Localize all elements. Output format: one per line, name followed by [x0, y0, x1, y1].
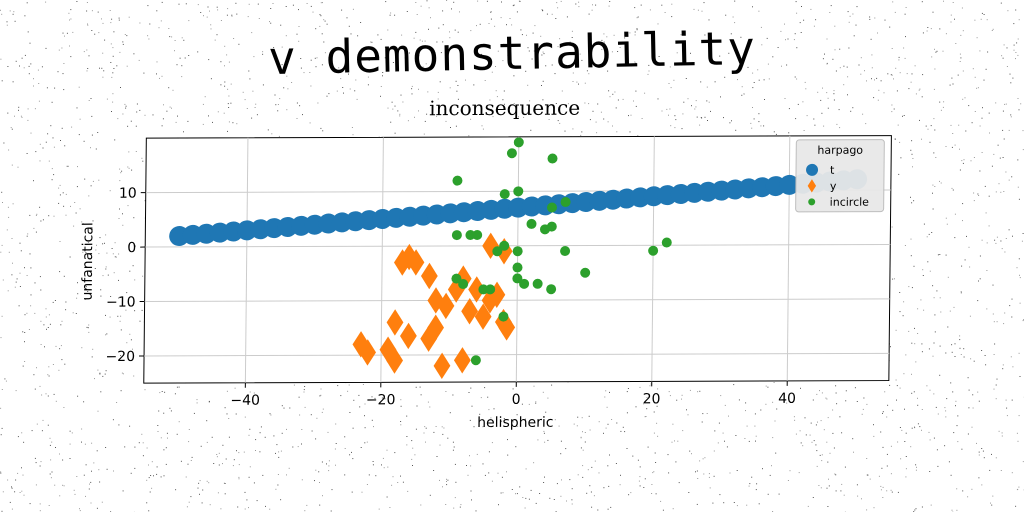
- data-point-y: [461, 298, 479, 325]
- data-point-incircle: [546, 202, 557, 213]
- data-point-y: [453, 347, 471, 374]
- data-point-incircle: [519, 278, 530, 289]
- data-point-incircle: [458, 279, 469, 290]
- y-grid-line: [145, 243, 891, 248]
- data-point-incircle: [560, 246, 571, 257]
- y-axis-label: unfanatical: [80, 222, 97, 300]
- series-incircle: [451, 137, 672, 366]
- legend-marker-incircle: [808, 198, 816, 206]
- x-grid-line: [380, 137, 384, 383]
- data-point-incircle: [661, 237, 672, 248]
- legend-box: [795, 139, 885, 213]
- data-point-incircle: [451, 230, 462, 241]
- data-point-incircle: [499, 189, 510, 200]
- scatter-chart: −40 −20 0 20 40 −20 −10 0 10 inconsequence helis…: [80, 96, 892, 431]
- data-point-incircle: [499, 240, 510, 251]
- data-point-y: [359, 339, 377, 366]
- legend-marker-t: [806, 163, 819, 176]
- data-point-y: [433, 352, 451, 379]
- chart-title: inconsequence: [429, 96, 580, 121]
- data-point-incircle: [580, 267, 591, 278]
- data-point-incircle: [492, 246, 503, 257]
- y-tick-label: 0: [127, 240, 136, 256]
- data-point-y: [488, 281, 506, 309]
- data-point-y: [386, 347, 404, 374]
- data-point-incircle: [512, 273, 523, 284]
- x-tick-label: 40: [778, 391, 796, 407]
- data-point-y: [400, 243, 418, 271]
- data-point-incircle: [512, 246, 523, 257]
- data-point-incircle: [546, 284, 557, 295]
- data-point-incircle: [526, 218, 537, 229]
- data-point-y: [386, 309, 404, 336]
- x-grid-line: [651, 136, 655, 382]
- data-point-y: [420, 262, 438, 290]
- x-grid-line: [244, 137, 249, 383]
- data-point-incircle: [532, 278, 543, 289]
- data-point-y: [352, 331, 370, 358]
- data-point-incircle: [506, 148, 517, 159]
- y-grid-line: [144, 352, 890, 357]
- legend-label-y: y: [830, 180, 837, 193]
- data-point-y: [400, 322, 417, 350]
- y-tick-label: −20: [105, 349, 135, 365]
- y-tick-label: 10: [119, 186, 137, 202]
- data-point-y: [407, 249, 425, 276]
- chart-container: −40 −20 0 20 40 −20 −10 0 10 inconsequence helis…: [58, 94, 902, 442]
- data-point-incircle: [512, 262, 523, 273]
- x-grid-line: [515, 136, 520, 382]
- x-tick-label: 20: [643, 391, 661, 407]
- data-point-incircle: [470, 355, 481, 366]
- legend-marker-y: [807, 179, 817, 193]
- data-point-y: [427, 287, 445, 314]
- data-point-incircle: [498, 311, 509, 322]
- data-point-incircle: [560, 197, 571, 208]
- legend-title: harpago: [817, 144, 863, 157]
- data-point-incircle: [539, 224, 550, 235]
- y-grid-line: [144, 298, 890, 303]
- data-point-incircle: [485, 284, 496, 295]
- data-point-incircle: [513, 137, 524, 148]
- data-point-y: [379, 336, 397, 363]
- x-axis-label: helispheric: [477, 415, 553, 431]
- data-point-y: [474, 303, 492, 330]
- data-point-y: [427, 314, 444, 341]
- x-tick-label: 0: [512, 392, 521, 408]
- data-point-incircle: [452, 175, 463, 186]
- data-point-y: [437, 292, 455, 320]
- data-point-incircle: [513, 186, 524, 197]
- data-point-incircle: [451, 273, 462, 284]
- legend-label-t: t: [830, 164, 835, 177]
- y-tick-label: −10: [106, 295, 136, 311]
- axes: −40 −20 0 20 40 −20 −10 0 10: [105, 186, 796, 409]
- legend-label-incircle: incircle: [830, 196, 870, 209]
- x-tick-label: −20: [366, 392, 396, 408]
- data-point-y: [468, 276, 486, 303]
- data-point-incircle: [547, 153, 558, 164]
- data-point-y: [498, 314, 516, 341]
- data-point-incircle: [648, 245, 659, 256]
- legend: harpago ty incircle: [795, 139, 885, 213]
- data-point-y: [482, 232, 500, 260]
- data-point-incircle: [472, 230, 483, 241]
- x-tick-label: −40: [230, 393, 260, 409]
